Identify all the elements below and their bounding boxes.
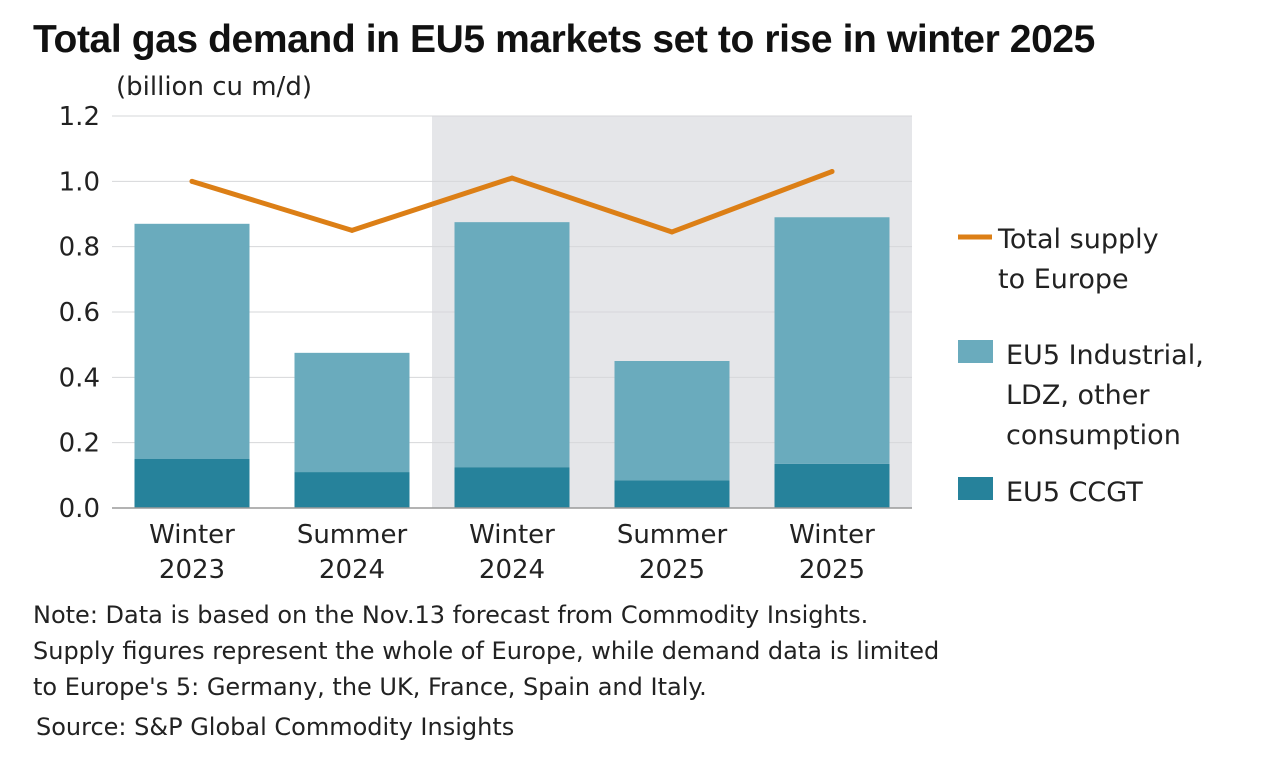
x-tick-label: 2025	[799, 555, 865, 585]
y-tick-label: 1.2	[59, 102, 100, 132]
y-tick-label: 0.4	[59, 363, 100, 393]
bar-segment	[774, 217, 890, 464]
bar-segment	[134, 459, 250, 508]
legend-label: to Europe	[998, 264, 1129, 295]
legend-label: EU5 Industrial,	[1006, 340, 1204, 371]
legend-label: EU5 CCGT	[1006, 477, 1143, 508]
bar-segment	[454, 222, 570, 468]
x-tick-label: Winter	[149, 520, 235, 550]
y-axis-unit-label: (billion cu m/d)	[116, 72, 312, 102]
x-tick-label: Summer	[617, 520, 728, 550]
bar-segment	[134, 223, 250, 459]
x-tick-label: 2023	[159, 555, 225, 585]
bar-segment	[294, 472, 410, 508]
y-tick-label: 1.0	[59, 167, 100, 197]
legend-swatch	[958, 340, 993, 363]
x-tick-label: Winter	[789, 520, 875, 550]
chart-source: Source: S&P Global Commodity Insights	[36, 713, 515, 741]
bar-segment	[294, 352, 410, 473]
supply-line-point	[349, 227, 355, 233]
legend-label: Total supply	[997, 224, 1159, 255]
y-tick-label: 0.2	[59, 429, 100, 459]
supply-line-point	[829, 169, 835, 175]
supply-line-point	[509, 175, 515, 181]
bar-segment	[454, 467, 570, 508]
x-tick-label: 2024	[319, 555, 385, 585]
note-line: Supply figures represent the whole of Eu…	[33, 637, 940, 665]
bar-segment	[774, 463, 890, 508]
x-tick-label: Summer	[297, 520, 408, 550]
chart-title: Total gas demand in EU5 markets set to r…	[33, 18, 1095, 61]
note-line: Note: Data is based on the Nov.13 foreca…	[33, 601, 869, 629]
y-tick-label: 0.0	[59, 494, 100, 524]
chart-note: Note: Data is based on the Nov.13 foreca…	[33, 597, 1253, 705]
legend-swatch	[958, 477, 993, 500]
supply-line-point	[669, 229, 675, 235]
y-tick-label: 0.6	[59, 298, 100, 328]
legend-label: LDZ, other	[1006, 380, 1150, 411]
bar-segment	[614, 480, 730, 508]
bar-segment	[614, 361, 730, 481]
legend-label: consumption	[1006, 420, 1181, 451]
note-line: to Europe's 5: Germany, the UK, France, …	[33, 673, 707, 701]
x-tick-label: 2024	[479, 555, 545, 585]
y-tick-label: 0.8	[59, 233, 100, 263]
supply-line-point	[189, 178, 195, 184]
x-tick-label: 2025	[639, 555, 705, 585]
x-tick-label: Winter	[469, 520, 555, 550]
